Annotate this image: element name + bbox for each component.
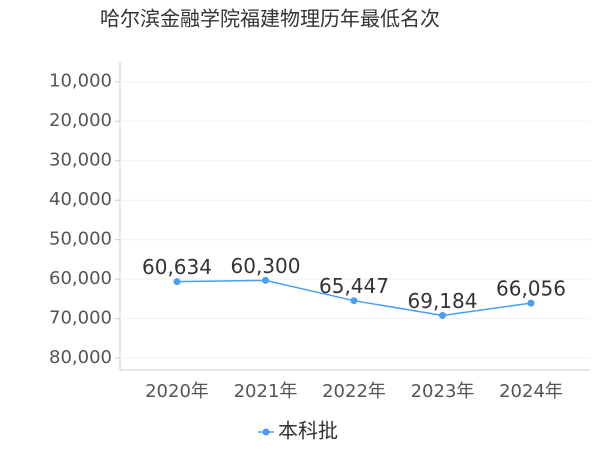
x-tick-label: 2022年 (322, 381, 386, 402)
x-tick-label: 2021年 (234, 381, 298, 402)
y-tick-label: 10,000 (49, 71, 112, 92)
value-label: 60,634 (142, 255, 212, 279)
y-tick-label: 60,000 (49, 268, 112, 289)
y-tick-label: 70,000 (49, 308, 112, 329)
value-label: 66,056 (496, 277, 566, 301)
y-tick-label: 30,000 (49, 150, 112, 171)
x-tick-label: 2020年 (145, 381, 209, 402)
point (350, 297, 358, 305)
legend-label: 本科批 (278, 419, 338, 443)
y-tick-label: 20,000 (49, 110, 112, 131)
point (439, 311, 446, 319)
y-tick-label: 80,000 (49, 347, 112, 368)
value-label: 69,184 (408, 289, 478, 313)
x-tick-label: 2024年 (499, 381, 563, 402)
value-label: 65,447 (319, 274, 389, 298)
value-label: 60,300 (231, 254, 301, 278)
point (262, 276, 269, 284)
legend-marker (262, 428, 270, 436)
x-tick-label: 2023年 (411, 381, 475, 402)
chart-title: 哈尔滨金融学院福建物理历年最低名次 (100, 7, 440, 31)
point (173, 278, 181, 286)
point (527, 299, 535, 307)
y-tick-label: 50,000 (49, 229, 112, 250)
y-tick-label: 40,000 (49, 189, 112, 210)
